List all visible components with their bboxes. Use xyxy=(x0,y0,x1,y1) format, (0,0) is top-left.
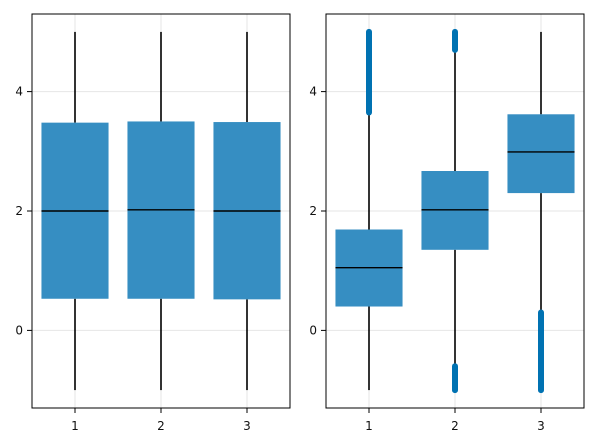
x-tick-label: 3 xyxy=(537,419,545,433)
right-boxplot-panel: 1 2 3 0 2 4 xyxy=(309,13,585,433)
y-tick-label: 0 xyxy=(309,323,317,337)
y-tick-label: 4 xyxy=(15,85,23,99)
left-boxplot-panel: 1 2 3 0 2 4 xyxy=(15,13,291,433)
y-tick-label: 2 xyxy=(15,204,23,218)
y-tick-label: 2 xyxy=(309,204,317,218)
x-tick-label: 2 xyxy=(451,419,459,433)
y-tick-label: 0 xyxy=(15,323,23,337)
x-tick-label: 2 xyxy=(157,419,165,433)
box-iqr xyxy=(507,114,575,194)
x-tick-label: 3 xyxy=(243,419,251,433)
y-tick-label: 4 xyxy=(309,85,317,99)
x-tick-label: 1 xyxy=(71,419,79,433)
x-tick-label: 1 xyxy=(365,419,373,433)
